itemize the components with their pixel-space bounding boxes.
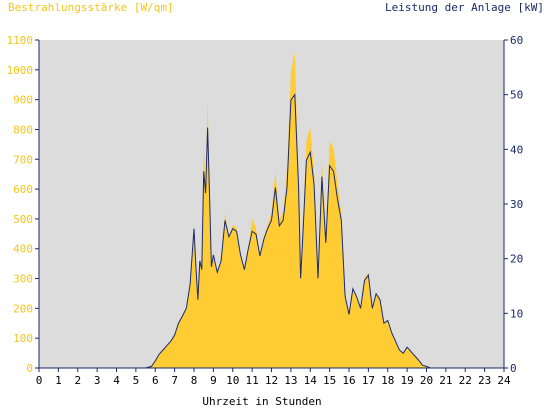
right-tick-label: 40 xyxy=(510,143,523,156)
left-tick-label: 600 xyxy=(13,183,33,196)
left-tick-label: 400 xyxy=(13,243,33,256)
x-tick-label: 20 xyxy=(420,374,433,387)
x-tick-label: 3 xyxy=(94,374,101,387)
x-axis-title: Uhrzeit in Stunden xyxy=(202,395,321,408)
left-tick-label: 300 xyxy=(13,273,33,286)
x-tick-label: 23 xyxy=(478,374,491,387)
ticks-layer: 0100200300400500600700800900100011000102… xyxy=(7,34,524,387)
x-tick-label: 12 xyxy=(265,374,278,387)
x-tick-label: 7 xyxy=(171,374,178,387)
left-tick-label: 1100 xyxy=(7,34,34,47)
x-tick-label: 5 xyxy=(133,374,140,387)
x-tick-label: 8 xyxy=(191,374,198,387)
series-area-irradiance xyxy=(39,51,504,369)
x-tick-label: 1 xyxy=(55,374,62,387)
series-line-power xyxy=(39,93,504,369)
x-tick-label: 11 xyxy=(246,374,259,387)
x-tick-label: 19 xyxy=(401,374,414,387)
x-tick-label: 15 xyxy=(323,374,336,387)
x-tick-label: 24 xyxy=(497,374,511,387)
right-tick-label: 20 xyxy=(510,253,523,266)
x-tick-label: 22 xyxy=(459,374,472,387)
left-tick-label: 500 xyxy=(13,213,33,226)
x-tick-label: 2 xyxy=(74,374,81,387)
left-tick-label: 1000 xyxy=(7,64,34,77)
series-layer xyxy=(39,51,504,369)
x-tick-label: 4 xyxy=(113,374,120,387)
right-axis-title: Leistung der Anlage [kW] xyxy=(385,1,544,14)
x-tick-label: 16 xyxy=(342,374,355,387)
x-tick-label: 21 xyxy=(439,374,452,387)
x-tick-label: 9 xyxy=(210,374,217,387)
right-tick-label: 30 xyxy=(510,198,523,211)
right-tick-label: 60 xyxy=(510,34,523,47)
left-tick-label: 100 xyxy=(13,332,33,345)
left-tick-label: 800 xyxy=(13,123,33,136)
x-tick-label: 14 xyxy=(304,374,318,387)
left-tick-label: 700 xyxy=(13,153,33,166)
right-tick-label: 50 xyxy=(510,89,523,102)
right-tick-label: 0 xyxy=(510,362,517,375)
x-tick-label: 0 xyxy=(36,374,43,387)
x-tick-label: 18 xyxy=(381,374,394,387)
x-tick-label: 13 xyxy=(284,374,297,387)
x-tick-label: 6 xyxy=(152,374,159,387)
left-tick-label: 900 xyxy=(13,94,33,107)
left-tick-label: 200 xyxy=(13,302,33,315)
right-tick-label: 10 xyxy=(510,307,523,320)
x-tick-label: 10 xyxy=(226,374,239,387)
x-tick-label: 17 xyxy=(362,374,375,387)
left-tick-label: 0 xyxy=(26,362,33,375)
left-axis-title: Bestrahlungsstärke [W/qm] xyxy=(8,1,174,14)
